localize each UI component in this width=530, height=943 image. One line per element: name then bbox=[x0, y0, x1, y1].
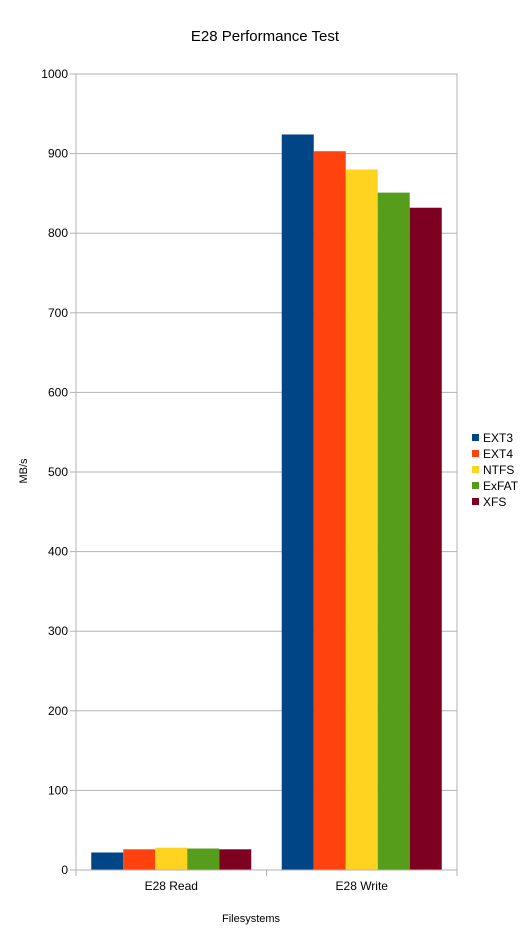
legend-label: EXT4 bbox=[483, 447, 513, 461]
y-tick-label: 400 bbox=[48, 545, 68, 559]
x-tick-label: E28 Read bbox=[145, 879, 198, 893]
y-tick-label: 100 bbox=[48, 783, 68, 797]
legend-swatch bbox=[472, 482, 479, 489]
legend-swatch bbox=[472, 450, 479, 457]
bar-ext4-1 bbox=[313, 151, 346, 870]
y-tick-label: 700 bbox=[48, 306, 68, 320]
bars bbox=[91, 134, 442, 871]
y-tick-label: 1000 bbox=[41, 67, 68, 81]
y-tick-label: 300 bbox=[48, 624, 68, 638]
y-tick-label: 800 bbox=[48, 226, 68, 240]
bar-ext3-1 bbox=[281, 134, 314, 871]
x-tick-label: E28 Write bbox=[336, 879, 389, 893]
legend-label: EXT3 bbox=[483, 431, 513, 445]
y-tick-label: 0 bbox=[61, 863, 68, 877]
bar-ext3-0 bbox=[91, 852, 124, 870]
legend-label: NTFS bbox=[483, 463, 514, 477]
y-tick-label: 500 bbox=[48, 465, 68, 479]
legend-swatch bbox=[472, 498, 479, 505]
y-tick-label: 200 bbox=[48, 704, 68, 718]
bar-ntfs-0 bbox=[155, 847, 188, 870]
bar-ext4-0 bbox=[123, 849, 156, 870]
bar-xfs-1 bbox=[409, 207, 442, 870]
axes: 0 100 200 300 400 500 600 700 800 900 1000 E28 Read… bbox=[41, 67, 458, 893]
chart-title: E28 Performance Test bbox=[191, 28, 340, 45]
legend: EXT3 EXT4 NTFS ExFAT XFS bbox=[472, 431, 519, 509]
bar-exfat-0 bbox=[187, 848, 220, 870]
x-axis-label: Filesystems bbox=[222, 913, 281, 925]
legend-swatch bbox=[472, 434, 479, 441]
legend-label: XFS bbox=[483, 495, 506, 509]
legend-swatch bbox=[472, 466, 479, 473]
y-axis-label: MB/s bbox=[18, 458, 30, 484]
bar-ntfs-1 bbox=[345, 169, 378, 870]
bar-exfat-1 bbox=[377, 192, 410, 870]
y-tick-label: 900 bbox=[48, 147, 68, 161]
y-tick-label: 600 bbox=[48, 385, 68, 399]
bar-xfs-0 bbox=[219, 849, 252, 870]
legend-label: ExFAT bbox=[483, 479, 519, 493]
